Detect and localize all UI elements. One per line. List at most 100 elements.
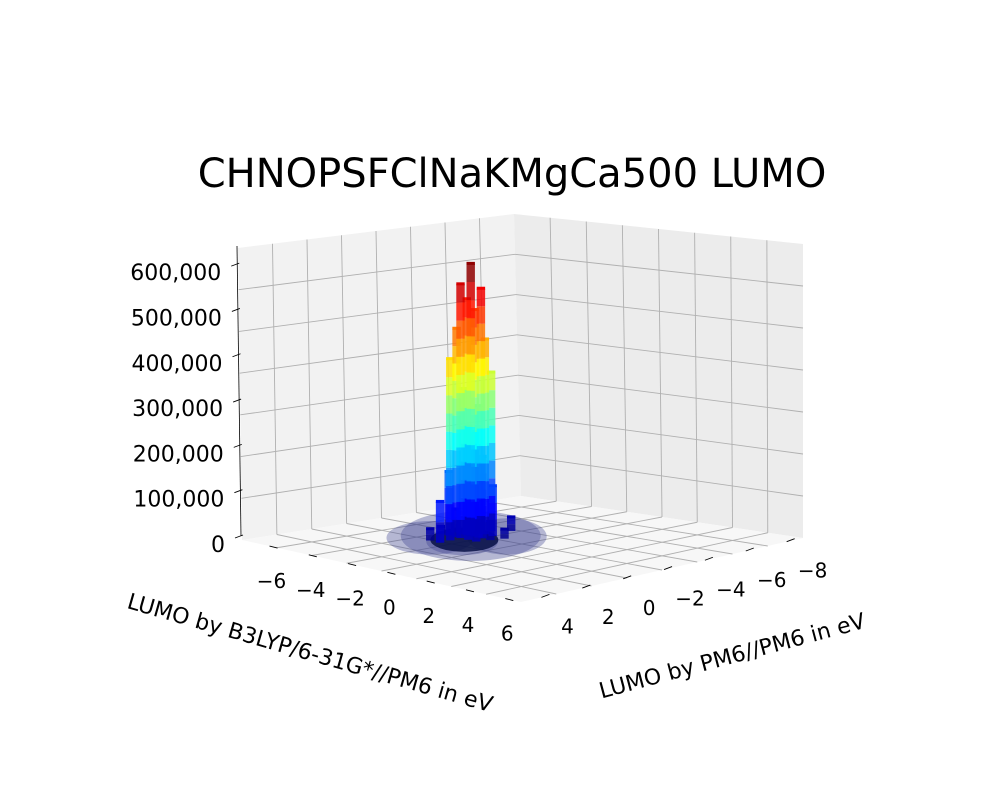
z-tick-mark	[231, 262, 240, 267]
y-tick-label: −8	[798, 559, 827, 583]
histogram-bar-segment	[446, 359, 455, 378]
histogram-bar-cap	[456, 282, 465, 286]
histogram-bar-segment	[466, 408, 475, 428]
histogram-bar-segment	[500, 529, 509, 535]
x-tick-mark	[347, 563, 357, 567]
x-tick-mark	[465, 589, 475, 593]
z-tick-mark	[232, 398, 242, 403]
histogram-bar-segment	[435, 522, 445, 543]
y-tick-mark	[745, 547, 754, 552]
histogram-bar-segment	[466, 372, 475, 391]
histogram-bar-segment	[466, 336, 475, 355]
histogram-bar-segment	[466, 282, 475, 301]
y-tick-mark	[663, 566, 673, 570]
histogram-bar-segment	[500, 534, 509, 539]
histogram-bar-segment	[466, 390, 475, 409]
x-tick-mark	[308, 554, 317, 558]
y-tick-label: −4	[716, 577, 745, 601]
y-tick-label: 0	[643, 596, 656, 620]
histogram-bar-segment	[456, 393, 465, 412]
y-tick-label: 2	[602, 605, 615, 629]
histogram-bar-cap	[435, 499, 445, 503]
z-tick-label: 100,000	[133, 488, 224, 513]
histogram-bar-cap	[446, 357, 455, 361]
histogram-bar-cap	[476, 286, 486, 290]
histogram-bar-segment	[446, 449, 455, 468]
axis-ticks	[231, 245, 795, 601]
x-axis: −6 −4 −2 0 2 4 6	[257, 569, 514, 645]
histogram-bar-segment	[456, 447, 465, 466]
histogram-bar-segment	[446, 522, 455, 541]
histogram-bar-segment	[456, 320, 465, 339]
x-tick-label: 4	[462, 613, 475, 637]
z-tick-mark	[233, 443, 242, 448]
x-tick-label: −4	[296, 578, 325, 602]
histogram-bar-segment	[446, 467, 455, 487]
axes-3d	[231, 214, 804, 602]
histogram-bar-segment	[446, 395, 455, 414]
histogram-bar-segment	[446, 413, 455, 432]
histogram-bar-segment	[466, 300, 475, 319]
histogram-bar-segment	[486, 390, 496, 408]
histogram-bar-segment	[476, 498, 486, 516]
histogram-bar-segment	[456, 284, 465, 303]
histogram-bar-cap	[500, 527, 509, 531]
histogram-bar-cap	[426, 527, 435, 531]
histogram-bar-segment	[486, 407, 496, 426]
histogram-bar-segment	[476, 411, 486, 429]
y-axis: 4 2 0 −2 −4 −6 −8	[561, 559, 827, 639]
z-tick-label: 300,000	[132, 397, 223, 422]
histogram-bar-segment	[486, 443, 496, 461]
histogram-bar-segment	[456, 429, 465, 448]
histogram-bar-segment	[476, 463, 486, 481]
y-tick-mark	[786, 538, 795, 543]
histogram-bar-segment	[446, 377, 455, 396]
y-tick-label: −6	[757, 568, 786, 592]
x-tick-label: −2	[335, 587, 364, 611]
histogram-bar-segment	[456, 465, 465, 484]
histogram-bar-segment	[506, 524, 516, 531]
y-tick-mark	[704, 556, 714, 561]
x-tick-label: 0	[383, 595, 396, 619]
histogram-bar-segment	[456, 411, 465, 430]
histogram-bar-segment	[446, 504, 455, 523]
histogram-bar-segment	[446, 486, 455, 505]
z-tick-mark	[231, 308, 241, 312]
x-axis-label: LUMO by B3LYP/6-31G*//PM6 in eV	[124, 590, 495, 718]
histogram-bar-segment	[466, 499, 475, 518]
x-tick-label: 6	[501, 622, 514, 646]
x-tick-mark	[505, 598, 514, 601]
z-tick-label: 200,000	[133, 442, 224, 467]
histogram-bar-segment	[456, 356, 465, 375]
histogram-bar-segment	[446, 431, 455, 450]
z-tick-label: 600,000	[130, 261, 221, 286]
histogram-bar-segment	[476, 428, 486, 447]
histogram-bar-segment	[476, 288, 486, 307]
x-tick-mark	[426, 580, 435, 584]
histogram-bar-segment	[456, 338, 465, 357]
histogram-bar-segment	[486, 513, 496, 532]
histogram-bar-segment	[426, 529, 435, 535]
histogram-bar-segment	[476, 393, 486, 412]
histogram-bar-segment	[456, 302, 465, 321]
floor-pane	[242, 496, 803, 602]
histogram-bar-segment	[466, 463, 475, 482]
y-tick-mark	[582, 584, 591, 589]
histogram-bar-segment	[486, 478, 496, 496]
histogram-bar-segment	[506, 517, 516, 525]
z-axis: 0 100,000 200,000 300,000 400,000 500,000 600,…	[130, 261, 225, 558]
z-tick-label: 0	[211, 533, 225, 558]
histogram-bar-segment	[486, 425, 496, 444]
x-tick-label: −6	[257, 569, 286, 593]
histogram-bar-segment	[456, 483, 465, 502]
z-tick-mark	[234, 534, 244, 539]
x-tick-mark	[387, 571, 396, 575]
chart-title: CHNOPSFClNaKMgCa500 LUMO	[198, 151, 827, 197]
histogram-bar-segment	[466, 427, 475, 446]
y-tick-label: −2	[675, 587, 704, 611]
histogram-bar-segment	[486, 372, 496, 391]
histogram-bar-segment	[476, 446, 486, 464]
histogram-bar-segment	[466, 481, 475, 500]
histogram-bar-segment	[466, 445, 475, 464]
histogram-bar-segment	[435, 501, 445, 523]
